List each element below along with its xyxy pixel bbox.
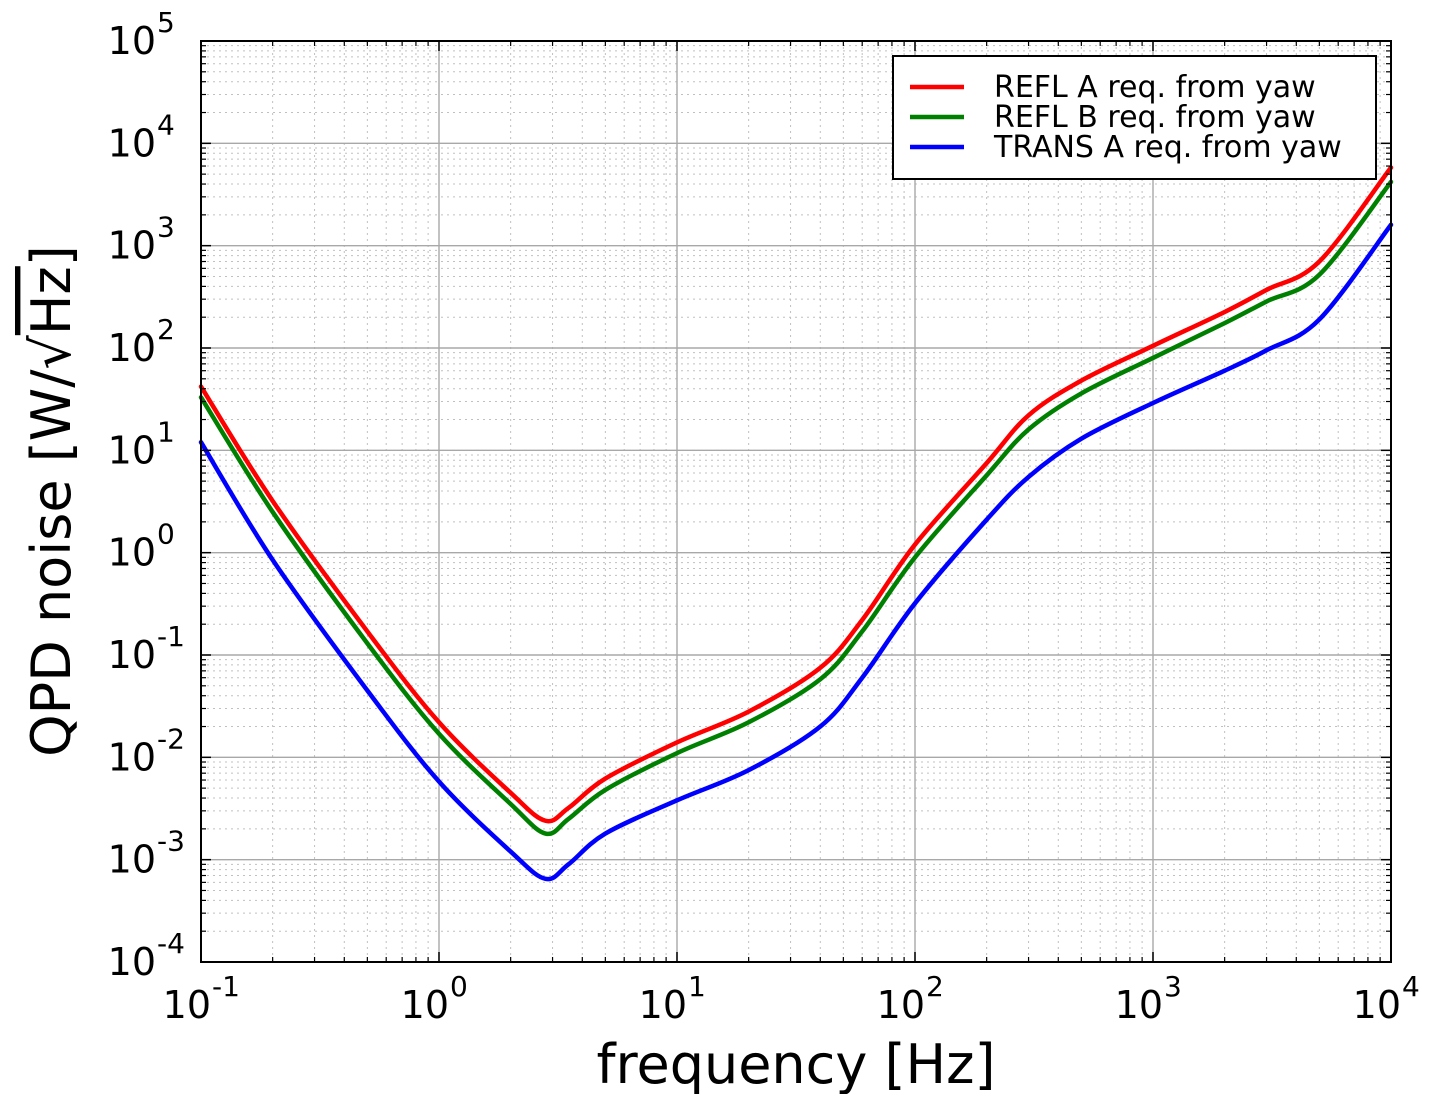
series-line-2 [198,179,1394,837]
y-tick-label-exponent: -1 [157,620,185,653]
legend-label: REFL B req. from yaw [994,100,1316,135]
x-tick-label-base: 10 [1115,983,1163,1027]
y-tick-label: 10 2 [108,313,175,370]
x-tick-label: 10 3 [1115,970,1182,1027]
y-tick-label-exponent: 3 [157,211,175,244]
x-tick-label-exponent: 4 [1402,970,1420,1003]
y-axis-label-prefix: QPD noise [W/ [20,369,83,757]
x-tick-label-exponent: 2 [926,970,944,1003]
y-tick-label-exponent: -4 [157,927,185,960]
y-tick-label-base: 10 [108,224,156,268]
y-tick-label: 10 -3 [108,825,185,882]
y-axis-label-suffix: ] [20,245,83,266]
y-tick-label: 10 4 [108,108,175,165]
y-tick-label-base: 10 [108,19,156,63]
plot-frame [200,40,1392,963]
y-tick-label-base: 10 [108,633,156,677]
label-layer: frequency [Hz] QPD noise [W/√Hz] [20,245,996,1096]
x-tick-label-base: 10 [1353,983,1401,1027]
legend-item: REFL B req. from yaw [910,100,1316,135]
y-tick-label-base: 10 [108,121,156,165]
y-tick-label-exponent: -3 [157,825,185,858]
legend-label: TRANS A req. from yaw [993,130,1342,165]
y-axis-label: QPD noise [W/√Hz] [20,245,83,757]
y-tick-label-base: 10 [108,940,156,984]
series-line-1 [198,165,1394,824]
x-tick-label: 10 -1 [163,970,240,1027]
x-tick-label-exponent: -1 [212,970,240,1003]
y-tick-label-exponent: 2 [157,313,175,346]
y-tick-label-base: 10 [108,531,156,575]
x-tick-label-base: 10 [639,983,687,1027]
series-layer [198,165,1394,882]
y-tick-label-base: 10 [108,735,156,779]
y-tick-label: 10 3 [108,211,175,268]
tick-layer: 10 -1 10 0 10 1 10 2 10 3 10 410 -410 -310 -210 -110 010… [108,6,1420,1027]
y-tick-label-exponent: 1 [157,415,175,448]
y-tick-label-base: 10 [108,428,156,472]
y-tick-label: 10 -1 [108,620,185,677]
y-tick-label-base: 10 [108,838,156,882]
y-tick-label-exponent: 4 [157,108,175,141]
series-line-3 [198,222,1394,882]
x-tick-label-exponent: 0 [450,970,468,1003]
x-tick-label: 10 1 [639,970,706,1027]
x-tick-label: 10 0 [401,970,468,1027]
legend-box [892,55,1377,180]
y-tick-label: 10 5 [108,6,175,63]
x-tick-label-base: 10 [401,983,449,1027]
x-tick-label-base: 10 [877,983,925,1027]
y-tick-label-exponent: -2 [157,722,185,755]
x-tick-label-exponent: 1 [688,970,706,1003]
y-tick-label: 10 1 [108,415,175,472]
legend-item: REFL A req. from yaw [910,70,1316,105]
x-tick-label-exponent: 3 [1164,970,1182,1003]
y-tick-label: 10 -2 [108,722,185,779]
x-tick-label-base: 10 [163,983,211,1027]
y-tick-label: 10 -4 [108,927,185,984]
x-axis-label: frequency [Hz] [596,1033,995,1094]
y-axis-label-radicand: Hz [20,266,83,335]
y-tick-label: 10 0 [108,518,175,575]
x-tick-label: 10 4 [1353,970,1420,1027]
grid-layer [200,40,1392,963]
y-tick-label-exponent: 0 [157,518,175,551]
y-tick-label-base: 10 [108,326,156,370]
y-tick-label-exponent: 5 [157,6,175,39]
x-tick-label: 10 2 [877,970,944,1027]
y-axis-label-radical: √ [20,335,83,370]
legend-item: TRANS A req. from yaw [910,130,1342,165]
legend-label: REFL A req. from yaw [994,70,1316,105]
